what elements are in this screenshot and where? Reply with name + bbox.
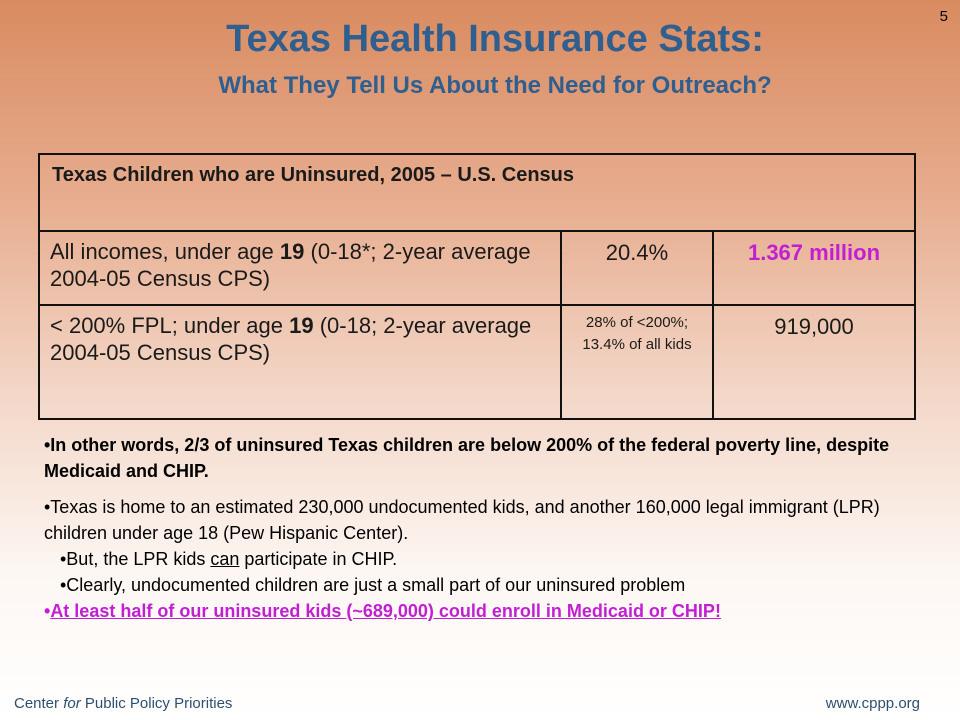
bullet-immigrants: •Texas is home to an estimated 230,000 u… — [44, 497, 880, 543]
table-header: Texas Children who are Uninsured, 2005 –… — [38, 153, 916, 232]
footer-website: www.cppp.org — [825, 695, 920, 712]
bullet-enroll: •At least half of our uninsured kids (~6… — [44, 601, 721, 621]
table-row: All incomes, under age 19 (0-18*; 2-year… — [38, 230, 916, 306]
footer-organization: Center for Public Policy Priorities — [14, 695, 233, 712]
table-row: < 200% FPL; under age 19 (0-18; 2-year a… — [38, 304, 916, 420]
row-count: 919,000 — [712, 304, 916, 420]
notes-list: •In other words, 2/3 of uninsured Texas … — [44, 432, 924, 624]
table-header-row: Texas Children who are Uninsured, 2005 –… — [38, 153, 916, 232]
slide-number: 5 — [939, 8, 948, 25]
enroll-link[interactable]: At least half of our uninsured kids (~68… — [50, 601, 721, 621]
row-description: All incomes, under age 19 (0-18*; 2-year… — [38, 230, 562, 306]
row-percentage: 28% of <200%; 13.4% of all kids — [560, 304, 714, 420]
uninsured-stats-table: Texas Children who are Uninsured, 2005 –… — [38, 153, 916, 420]
slide-title: Texas Health Insurance Stats: — [226, 18, 764, 60]
row-percentage: 20.4% — [560, 230, 714, 306]
bullet-income: •In other words, 2/3 of uninsured Texas … — [44, 435, 890, 481]
row-count: 1.367 million — [712, 230, 916, 306]
slide-subtitle: What They Tell Us About the Need for Out… — [218, 72, 772, 99]
bullet-lpr-chip: •But, the LPR kids can participate in CH… — [60, 549, 398, 569]
row-description: < 200% FPL; under age 19 (0-18; 2-year a… — [38, 304, 562, 420]
bullet-undocumented: •Clearly, undocumented children are just… — [60, 575, 686, 595]
